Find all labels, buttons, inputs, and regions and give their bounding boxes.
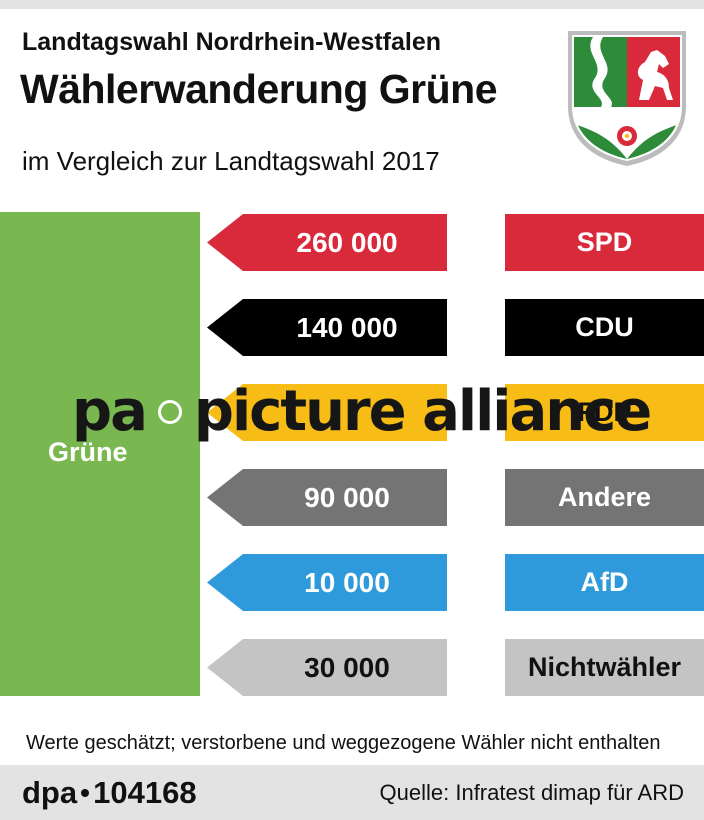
- flow-value-label: 90 000: [304, 482, 390, 513]
- watermark-dot-icon: [157, 399, 182, 424]
- flow-arrow: 260 000: [207, 214, 447, 271]
- flow-arrow-shape: [207, 384, 447, 441]
- flow-arrow-shape: [207, 554, 447, 611]
- party-label: FDP: [505, 384, 704, 441]
- watermark-text-left: pa: [72, 379, 148, 444]
- picture-alliance-watermark: pa picture alliance: [72, 372, 652, 452]
- flow-arrow: 30 000: [207, 639, 447, 696]
- flow-value-label: 260 000: [296, 227, 398, 258]
- flow-arrow: 10 000: [207, 554, 447, 611]
- graphic-id: 104168: [93, 775, 197, 810]
- party-label: Andere: [505, 469, 704, 526]
- top-band: [0, 0, 704, 9]
- dpa-credit: dpa 104168: [22, 775, 197, 811]
- flow-arrow: 140 000: [207, 299, 447, 356]
- party-label: CDU: [505, 299, 704, 356]
- chart-title: Wählerwanderung Grüne: [20, 66, 498, 112]
- flow-value-label: 30 000: [304, 652, 390, 683]
- flow-arrow: 90 000: [207, 469, 447, 526]
- flow-value-label: 10 000: [304, 567, 390, 598]
- footer-band: [0, 765, 704, 820]
- footnote: Werte geschätzt; verstorbene und weggezo…: [26, 732, 661, 754]
- chart-title-line1: Landtagswahl Nordrhein-Westfalen: [22, 28, 442, 56]
- flow-arrow-shape: [207, 639, 447, 696]
- party-label: Nichtwähler: [505, 639, 704, 696]
- nrw-coat-of-arms: [568, 31, 686, 166]
- flow-arrow-shape: [207, 469, 447, 526]
- party-label: AfD: [505, 554, 704, 611]
- agency-name: dpa: [22, 775, 78, 810]
- gruene-bar: [0, 212, 200, 696]
- gruene-label: Grüne: [48, 437, 128, 467]
- flow-arrow-shape: [207, 214, 447, 271]
- party-label: SPD: [505, 214, 704, 271]
- flow-value-label: 140 000: [296, 312, 398, 343]
- watermark-text-right: picture alliance: [193, 379, 652, 444]
- chart-subtitle: im Vergleich zur Landtagswahl 2017: [22, 146, 440, 176]
- flow-arrow-shape: [207, 299, 447, 356]
- flow-arrow: [207, 384, 447, 441]
- source-note: Quelle: Infratest dimap für ARD: [379, 780, 684, 805]
- dpa-dot-icon: [81, 788, 90, 797]
